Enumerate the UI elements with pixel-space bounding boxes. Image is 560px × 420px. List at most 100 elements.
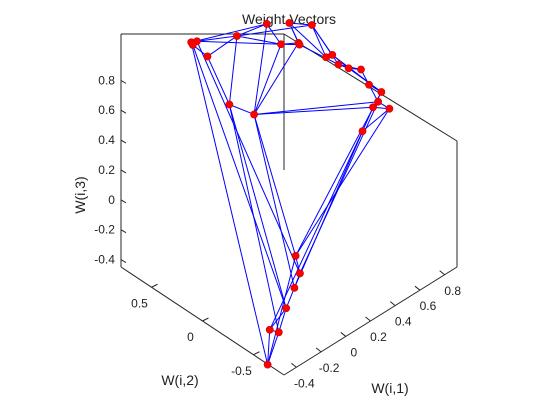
z-axis-label: W(i,3) [72, 176, 88, 213]
z-tick-mark [120, 169, 127, 174]
connection-line [331, 54, 382, 93]
data-point [203, 52, 212, 61]
axis-ticks: 0.8 0.6 0.4 0.2 0 -0.2 -0.4 0.5 0 -0.5 -0.4 -0.2 0 0.… [94, 73, 461, 390]
x-tick-mark [340, 332, 347, 337]
connection-line [288, 22, 327, 58]
data-point [369, 103, 377, 112]
data-point [296, 269, 304, 278]
x-tick-mark [389, 301, 396, 307]
connection-line [236, 23, 267, 37]
data-point [262, 20, 271, 28]
x-tick-label: 0.6 [420, 299, 437, 313]
connection-line [236, 35, 282, 45]
weight-points [187, 19, 394, 369]
z-tick-mark [120, 79, 127, 84]
connection-line [229, 104, 255, 115]
data-point [374, 97, 383, 106]
data-point [233, 32, 241, 40]
z-tick-mark [120, 139, 127, 144]
data-point [285, 19, 294, 27]
x-tick-label: -0.2 [319, 361, 340, 375]
connection-line [228, 35, 238, 105]
z-tick-label: 0.6 [98, 103, 115, 117]
data-point [290, 283, 299, 292]
data-point [274, 328, 283, 337]
data-point [263, 360, 272, 369]
connection-line [253, 114, 297, 257]
connection-line [295, 91, 382, 257]
connection-line [269, 307, 287, 331]
z-tick-label: 0.2 [98, 163, 115, 177]
data-point [344, 64, 353, 73]
z-tick-mark [120, 109, 127, 114]
data-point [358, 127, 367, 136]
data-point [250, 110, 258, 119]
connection-line [196, 40, 281, 45]
connection-line [278, 308, 287, 333]
z-tick-label: 0.4 [98, 133, 115, 147]
connection-line [207, 35, 238, 57]
x-tick-label: 0.2 [370, 330, 387, 344]
y-tick-label: 0 [187, 330, 194, 344]
z-tick-label: 0 [108, 193, 115, 207]
data-point [188, 41, 197, 49]
z-tick-label: -0.4 [94, 253, 115, 267]
connection-line [253, 114, 295, 288]
connection-line [192, 44, 287, 309]
connection-line [228, 104, 280, 333]
data-point [385, 104, 394, 113]
connection-line [191, 23, 267, 43]
connection-line [236, 24, 312, 37]
x-tick-mark [439, 270, 445, 276]
connection-line [253, 42, 299, 115]
connection-line [266, 23, 282, 45]
x-tick-mark [291, 362, 297, 368]
data-point [282, 304, 291, 313]
connection-line [295, 108, 390, 257]
data-point [377, 88, 386, 96]
x-tick-mark [315, 347, 322, 353]
connection-line [299, 44, 339, 65]
y-tick-mark [151, 283, 158, 288]
connection-line [196, 41, 301, 274]
connection-line [206, 56, 230, 105]
connection-line [254, 101, 379, 115]
data-point [225, 100, 234, 109]
data-point [365, 80, 373, 89]
connection-line [267, 255, 297, 365]
y-tick-mark [202, 317, 209, 322]
connection-line [253, 23, 268, 115]
connection-line [196, 35, 238, 42]
z-tick-label: -0.2 [94, 223, 115, 237]
data-point [334, 60, 343, 69]
y-tick-label: -0.5 [231, 364, 252, 378]
data-point [291, 251, 300, 260]
y-tick-mark [253, 351, 260, 356]
data-point [277, 40, 285, 49]
x-tick-label: 0.4 [395, 315, 412, 329]
connection-line [253, 44, 282, 115]
x-tick-label: 0 [350, 345, 357, 359]
connection-line [228, 104, 287, 309]
z-tick-mark [120, 199, 127, 204]
z-tick-label: 0.8 [98, 73, 115, 87]
y-tick-label: 0.5 [131, 296, 148, 310]
connection-line [267, 329, 271, 365]
connection-line [254, 106, 374, 115]
connection-line [299, 101, 379, 274]
connection-line [362, 108, 390, 132]
x-axis-label: W(i,1) [371, 380, 408, 396]
x-tick-label: 0.8 [444, 284, 461, 298]
data-point [295, 40, 304, 49]
data-point [265, 325, 274, 334]
data-point [307, 21, 316, 29]
connection-line [269, 130, 363, 330]
x-tick-mark [365, 316, 371, 322]
y-axis-label: W(i,2) [161, 372, 198, 388]
data-point [328, 51, 337, 59]
data-point [357, 65, 365, 74]
connection-line [311, 24, 327, 58]
x-tick-mark [414, 285, 421, 291]
z-tick-mark [120, 229, 127, 234]
